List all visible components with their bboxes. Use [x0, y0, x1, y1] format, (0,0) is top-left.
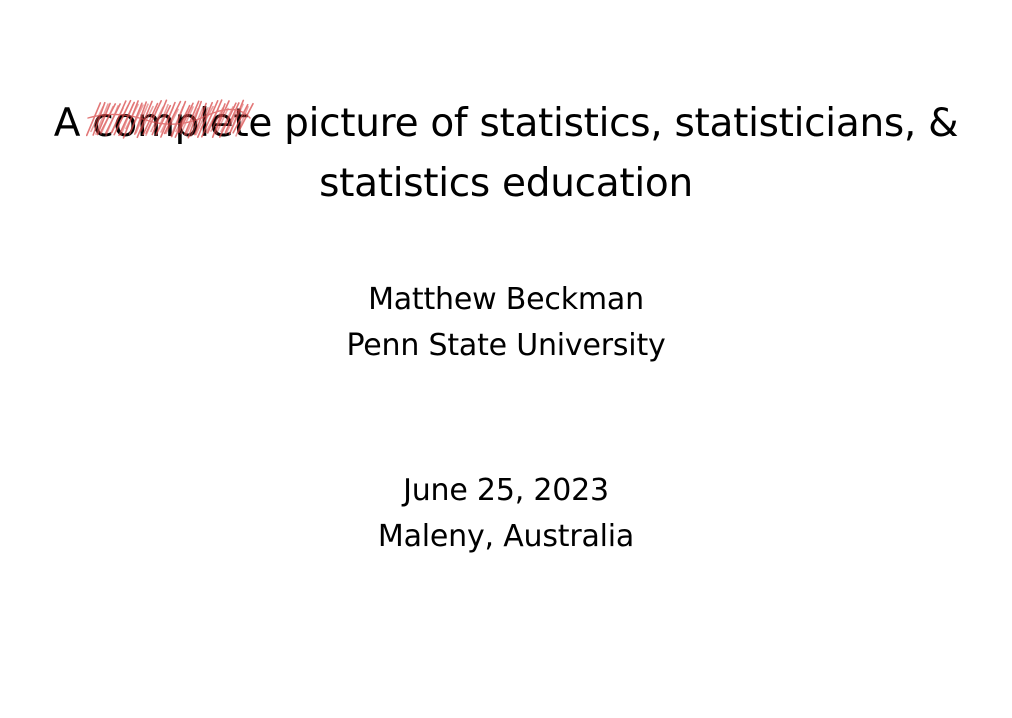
author-affiliation: Penn State University — [346, 328, 666, 363]
event-date: June 25, 2023 — [403, 473, 609, 508]
struck-word-text: complete — [92, 101, 273, 146]
title-line1-rest: picture of statistics, statisticians, & — [272, 101, 959, 146]
title-line-1: A complete picture of statistics, statis… — [0, 94, 1012, 154]
author-block: Matthew Beckman Penn State University — [0, 277, 1012, 369]
title-prefix: A — [53, 101, 93, 146]
title-line-2: statistics education — [319, 161, 693, 206]
event-location: Maleny, Australia — [377, 519, 635, 554]
struck-word: complete — [86, 94, 273, 154]
author-name: Matthew Beckman — [368, 282, 644, 317]
event-block: June 25, 2023 Maleny, Australia — [0, 468, 1012, 560]
slide-title: A complete picture of statistics, statis… — [0, 94, 1012, 214]
